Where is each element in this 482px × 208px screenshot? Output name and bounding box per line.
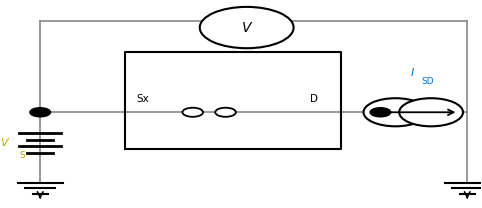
Circle shape [215, 108, 236, 117]
Text: D: D [310, 94, 318, 104]
Circle shape [399, 98, 463, 126]
Circle shape [200, 7, 294, 48]
Circle shape [30, 108, 51, 117]
Text: V: V [242, 21, 252, 35]
Text: SD: SD [422, 77, 434, 86]
Text: I: I [411, 68, 414, 78]
Text: V: V [0, 138, 7, 148]
Text: Sx: Sx [136, 94, 149, 104]
Circle shape [370, 108, 391, 117]
Circle shape [363, 98, 428, 126]
Circle shape [182, 108, 203, 117]
Text: S: S [19, 151, 25, 160]
